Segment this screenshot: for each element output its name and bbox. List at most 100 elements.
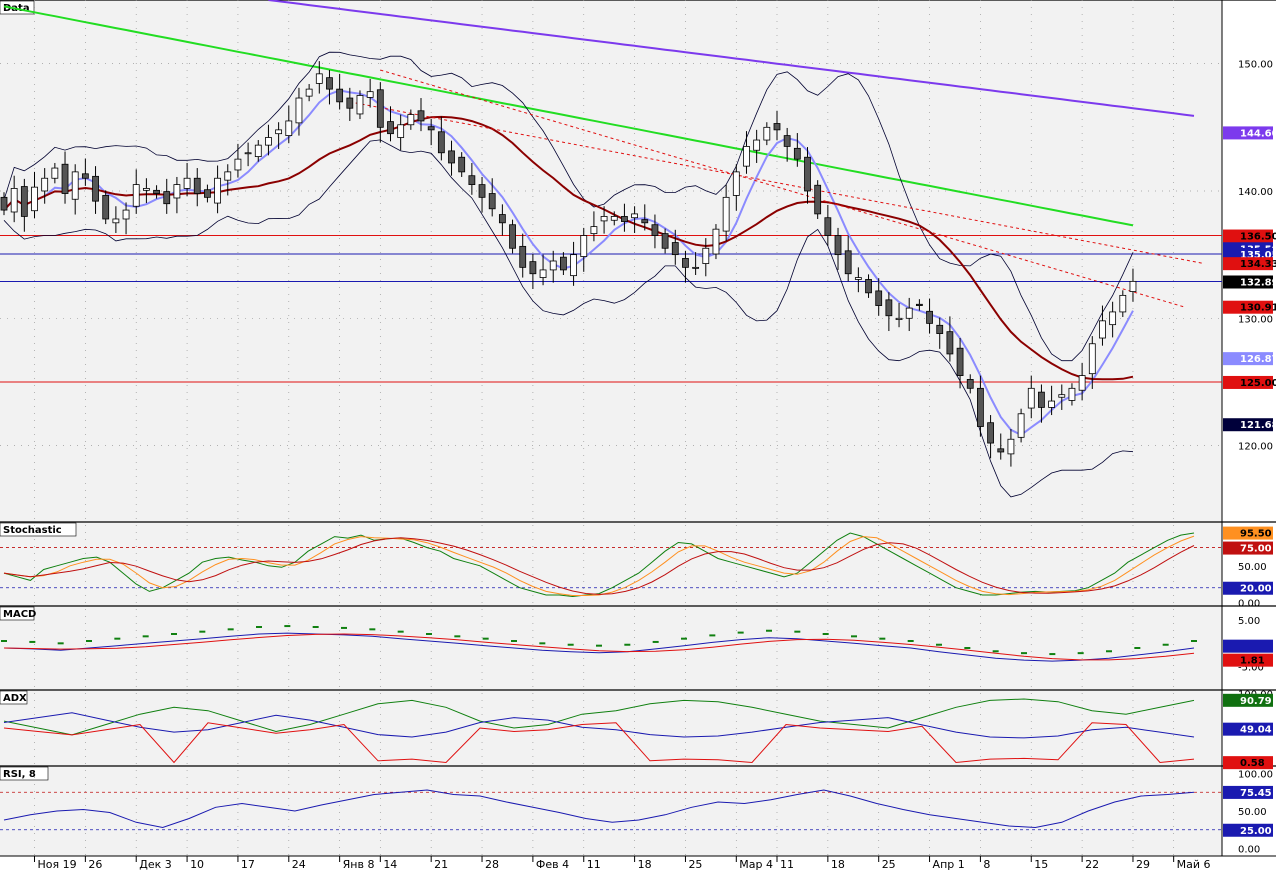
price-tag-label: 132.89 xyxy=(1240,277,1276,288)
candle xyxy=(1129,280,1137,292)
candle xyxy=(305,88,313,97)
candle xyxy=(702,247,710,264)
date-label: 17 xyxy=(241,858,255,871)
candle xyxy=(509,224,516,249)
candle xyxy=(1048,400,1056,408)
moving-average-line xyxy=(3,115,1134,381)
candle xyxy=(600,216,608,222)
candle xyxy=(1058,394,1066,398)
indicator-tag-label: 0.58 xyxy=(1240,758,1265,769)
candle xyxy=(427,126,435,131)
candle xyxy=(560,256,567,271)
pane-title-box xyxy=(0,522,77,537)
pane-title: Stochastic xyxy=(3,525,62,536)
indicator-tag-label: 49.04 xyxy=(1240,725,1272,736)
candle xyxy=(997,448,1005,453)
candle xyxy=(183,177,191,189)
indicator-tag xyxy=(1223,541,1273,555)
candle xyxy=(1119,294,1127,313)
candle xyxy=(244,152,252,155)
candle xyxy=(204,189,211,198)
candle xyxy=(31,186,38,212)
candle xyxy=(387,121,394,135)
date-label: 25 xyxy=(688,858,702,871)
candle xyxy=(132,184,140,207)
date-label: 14 xyxy=(383,858,397,871)
candle xyxy=(661,233,669,249)
candle xyxy=(610,216,618,221)
price-tag xyxy=(1223,257,1273,271)
indicator-tick-label: -5.00 xyxy=(1238,663,1264,674)
candle xyxy=(529,261,537,275)
price-tag xyxy=(1223,275,1273,289)
candle xyxy=(10,188,18,213)
candle xyxy=(295,97,303,124)
indicator-tag-label: 95.50 xyxy=(1240,529,1272,540)
candle xyxy=(580,235,588,257)
price-tag xyxy=(1223,229,1273,243)
candle xyxy=(621,216,628,222)
moving-average-line xyxy=(268,0,1195,117)
candle xyxy=(478,184,486,198)
candle xyxy=(488,193,496,210)
trend-line xyxy=(349,101,1205,265)
pane-title-box xyxy=(0,606,35,621)
indicator-tag-label: 75.00 xyxy=(1240,544,1272,555)
price-tag xyxy=(1223,418,1273,432)
indicator-tick-label: 0.00 xyxy=(1238,845,1260,856)
price-tag xyxy=(1223,352,1273,366)
candle xyxy=(0,196,8,211)
candle xyxy=(946,331,954,355)
candle xyxy=(61,163,69,194)
candle xyxy=(773,123,781,131)
candle xyxy=(549,260,557,271)
price-tick-label: 130.00 xyxy=(1238,314,1273,325)
candle xyxy=(641,219,649,224)
pane-title: MACD xyxy=(3,609,36,620)
price-tick-label: 140.00 xyxy=(1238,187,1273,198)
candle xyxy=(326,77,333,90)
date-label: Фев 4 xyxy=(536,858,569,871)
candle xyxy=(458,156,466,173)
price-tick-label: 120.00 xyxy=(1238,442,1273,453)
date-label: 10 xyxy=(190,858,204,871)
candle xyxy=(193,177,201,194)
date-label: Дек 3 xyxy=(139,858,172,871)
candle xyxy=(285,120,293,136)
candle xyxy=(956,347,964,376)
indicator-line xyxy=(3,537,1195,595)
trend-line xyxy=(380,69,1184,308)
candle xyxy=(793,147,801,160)
candle xyxy=(336,88,344,103)
candle xyxy=(468,175,476,186)
date-label: 11 xyxy=(780,858,794,871)
candle xyxy=(356,95,364,115)
candle xyxy=(1027,387,1035,409)
candle xyxy=(81,173,89,179)
date-label: Мар 4 xyxy=(739,858,773,871)
candle xyxy=(142,188,150,191)
indicator-tick-label: 100.00 xyxy=(1238,770,1273,781)
candle xyxy=(71,171,79,200)
candle xyxy=(651,224,659,236)
date-label: 15 xyxy=(1034,858,1048,871)
candle xyxy=(814,184,822,215)
candle xyxy=(854,277,862,280)
candle xyxy=(448,150,455,164)
candle xyxy=(102,195,110,220)
pane-title: ADX xyxy=(3,693,27,704)
indicator-tag-label: 25.00 xyxy=(1240,826,1272,837)
price-tag-label: 144.60 xyxy=(1240,128,1276,139)
indicator-line xyxy=(3,722,1195,764)
price-tag-label: 136.50 xyxy=(1240,232,1276,243)
date-label: Ноя 19 xyxy=(38,858,77,871)
date-label: 21 xyxy=(434,858,448,871)
candle xyxy=(41,177,49,192)
date-label: 18 xyxy=(638,858,652,871)
candle xyxy=(966,379,974,389)
indicator-tag xyxy=(1223,722,1273,736)
candle xyxy=(92,175,99,202)
candle xyxy=(895,317,903,320)
candle xyxy=(519,245,527,268)
bollinger-lower xyxy=(3,139,1134,498)
